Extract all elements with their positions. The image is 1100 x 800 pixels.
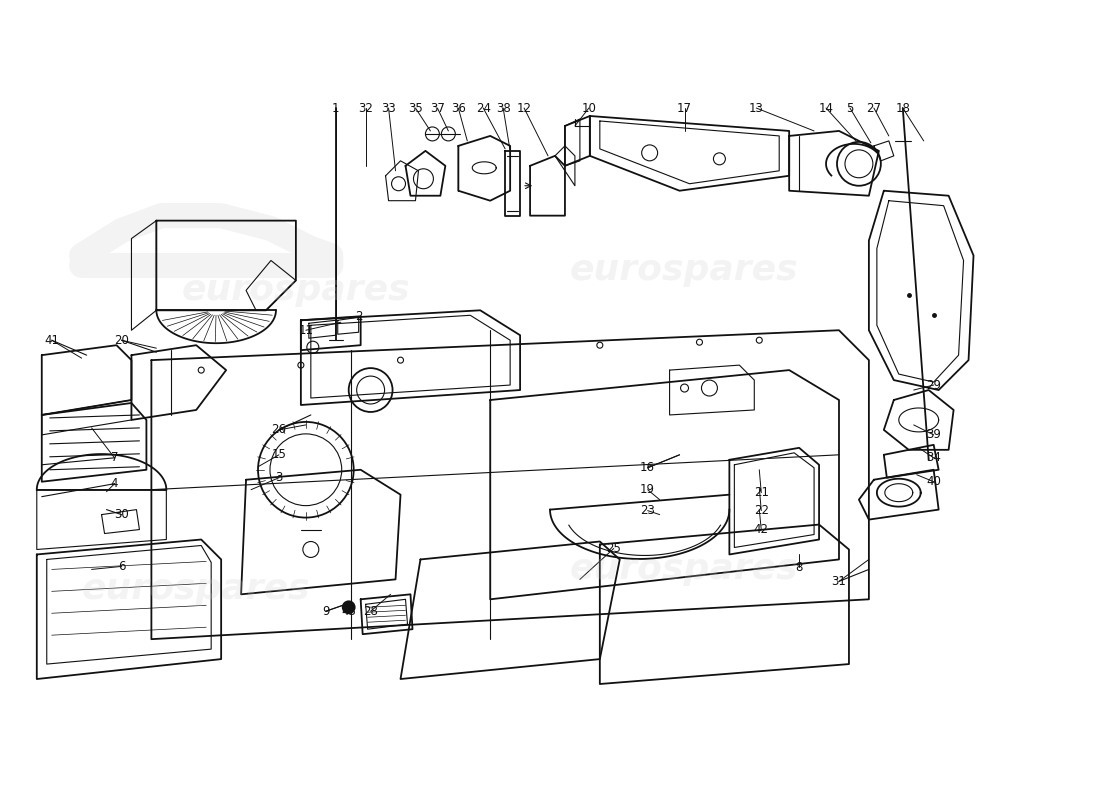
Text: 6: 6 (118, 560, 125, 573)
Text: eurospares: eurospares (570, 553, 799, 586)
Text: 33: 33 (382, 102, 396, 114)
Text: 13: 13 (749, 102, 763, 114)
Text: 28: 28 (363, 605, 378, 618)
Text: 17: 17 (676, 102, 692, 114)
Text: 8: 8 (795, 561, 803, 574)
Text: 10: 10 (582, 102, 596, 114)
Text: 35: 35 (408, 102, 422, 114)
Text: 34: 34 (926, 451, 942, 464)
Text: 32: 32 (359, 102, 373, 114)
Text: 12: 12 (517, 102, 531, 114)
Text: 38: 38 (496, 102, 510, 114)
Text: 40: 40 (926, 475, 942, 488)
Text: 5: 5 (846, 102, 854, 114)
Text: 18: 18 (895, 102, 910, 114)
Text: 9: 9 (322, 605, 330, 618)
Text: 14: 14 (818, 102, 834, 114)
Text: 1: 1 (332, 102, 340, 114)
Text: 3: 3 (275, 471, 283, 484)
Text: 41: 41 (44, 334, 59, 346)
Text: 31: 31 (832, 575, 846, 588)
Circle shape (343, 602, 354, 614)
Text: 23: 23 (640, 504, 656, 517)
Text: eurospares: eurospares (570, 254, 799, 287)
Text: 26: 26 (272, 423, 286, 436)
Text: 7: 7 (111, 451, 119, 464)
Text: 15: 15 (272, 448, 286, 462)
Text: 19: 19 (640, 483, 656, 496)
Text: 16: 16 (640, 462, 656, 474)
Text: 29: 29 (926, 378, 942, 391)
Text: 20: 20 (114, 334, 129, 346)
Text: 24: 24 (475, 102, 491, 114)
Text: 21: 21 (754, 486, 769, 499)
Text: 27: 27 (867, 102, 881, 114)
Text: 37: 37 (430, 102, 444, 114)
Text: 22: 22 (754, 504, 769, 517)
Text: 2: 2 (355, 310, 362, 322)
Text: 4: 4 (111, 478, 119, 490)
Text: 25: 25 (606, 542, 621, 555)
Text: 42: 42 (754, 523, 769, 536)
Text: 43: 43 (341, 605, 356, 618)
Text: 36: 36 (451, 102, 465, 114)
Text: eurospares: eurospares (81, 572, 310, 606)
Text: 11: 11 (298, 324, 314, 337)
Text: eurospares: eurospares (182, 274, 410, 307)
Text: 39: 39 (926, 428, 942, 442)
Text: 30: 30 (114, 508, 129, 521)
